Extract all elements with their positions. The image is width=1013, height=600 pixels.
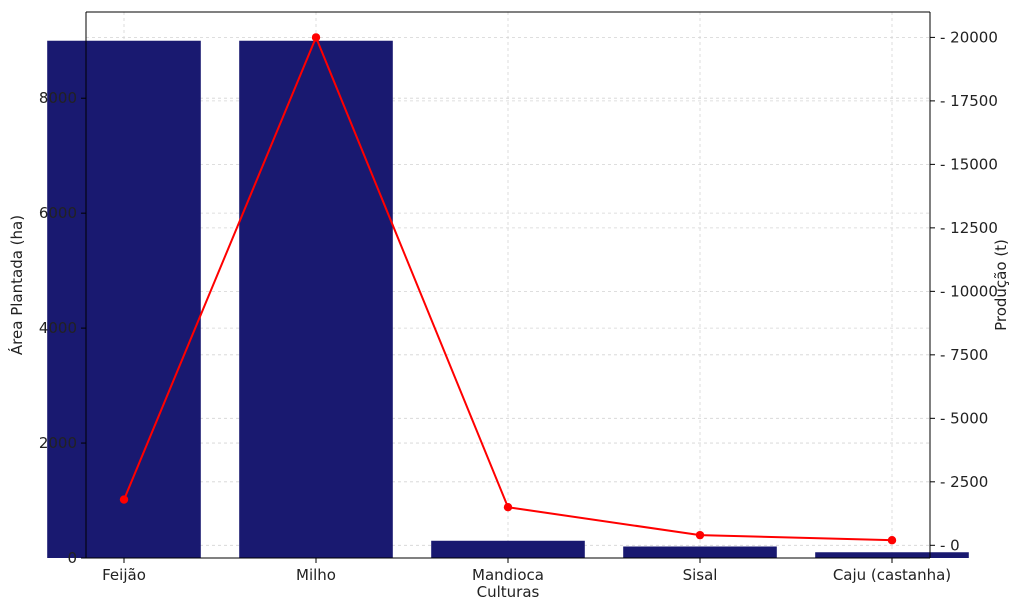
y-axis-right-label: Produção (t) bbox=[992, 239, 1010, 331]
y-left-tick-label: 8000 bbox=[39, 89, 77, 107]
y-left-tick-label: 6000 bbox=[39, 204, 77, 222]
production-point-mandioca bbox=[503, 503, 513, 512]
y-right-tick-label: - 20000 bbox=[940, 28, 998, 46]
x-tick-label: Feijão bbox=[102, 566, 146, 584]
bar-caju-castanha- bbox=[815, 552, 969, 558]
production-point-milho bbox=[311, 33, 321, 42]
bar-milho bbox=[239, 40, 393, 559]
y-right-tick-label: - 0 bbox=[940, 536, 960, 554]
bar-mandioca bbox=[431, 540, 585, 558]
y-left-tick-label: 0 bbox=[67, 549, 77, 567]
axes bbox=[81, 11, 935, 563]
x-tick-label: Milho bbox=[296, 566, 336, 584]
y-right-tick-label: - 15000 bbox=[940, 155, 998, 173]
production-point-feij-o bbox=[119, 495, 129, 504]
x-tick-label: Mandioca bbox=[472, 566, 544, 584]
y-left-tick-label: 2000 bbox=[39, 434, 77, 452]
x-tick-label: Caju (castanha) bbox=[833, 566, 951, 584]
production-line bbox=[119, 33, 897, 545]
y-right-tick-label: - 7500 bbox=[940, 346, 988, 364]
y-right-tick-label: - 2500 bbox=[940, 473, 988, 491]
bar-sisal bbox=[623, 546, 777, 558]
production-point-caju-castanha- bbox=[887, 536, 897, 545]
grid-lines bbox=[86, 12, 930, 559]
tick-labels: 0 2000 4000 6000 8000 - 0 - 2500 - 5000 - 7500 - … bbox=[39, 28, 998, 584]
y-right-tick-label: - 5000 bbox=[940, 409, 988, 427]
x-axis-label: Culturas bbox=[477, 583, 540, 600]
x-tick-label: Sisal bbox=[683, 566, 718, 584]
bar-feij-o bbox=[47, 40, 201, 559]
y-right-tick-label: - 12500 bbox=[940, 219, 998, 237]
y-left-tick-label: 4000 bbox=[39, 319, 77, 337]
production-point-sisal bbox=[695, 530, 705, 540]
y-right-tick-label: - 17500 bbox=[940, 92, 998, 110]
area-bars bbox=[47, 40, 969, 559]
y-right-tick-label: - 10000 bbox=[940, 282, 998, 300]
y-axis-left-label: Área Plantada (ha) bbox=[7, 215, 26, 355]
